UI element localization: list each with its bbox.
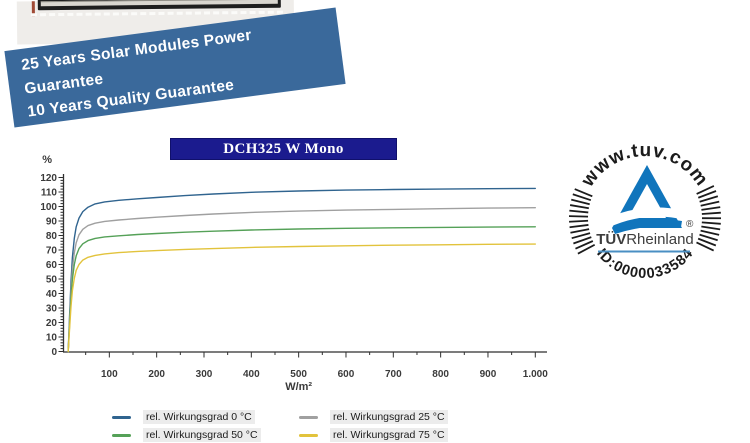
- legend-swatch: [112, 433, 131, 437]
- y-tick-label: 30: [46, 304, 58, 315]
- x-tick-label: 200: [148, 369, 165, 380]
- y-tick-label: 10: [46, 333, 58, 344]
- legend-label: rel. Wirkungsgrad 0 °C: [143, 410, 255, 424]
- chart-title: DCH325 W Mono: [170, 138, 397, 160]
- y-tick-label: 50: [46, 275, 58, 286]
- x-axis-label: W/m²: [285, 381, 312, 393]
- x-tick-label: 400: [243, 369, 260, 380]
- x-tick-label: 800: [432, 369, 449, 380]
- series-curve: [67, 207, 536, 353]
- legend-item: rel. Wirkungsgrad 50 °C: [112, 428, 299, 442]
- x-tick-label: 500: [290, 369, 307, 380]
- legend-label: rel. Wirkungsgrad 50 °C: [143, 428, 261, 442]
- y-tick-label: 0: [51, 347, 57, 358]
- series-curve: [67, 187, 536, 353]
- legend-label: rel. Wirkungsgrad 25 °C: [330, 410, 448, 424]
- y-tick-label: 90: [46, 217, 58, 228]
- y-axis-label: %: [42, 154, 52, 166]
- legend-swatch: [299, 415, 318, 419]
- legend-item: rel. Wirkungsgrad 0 °C: [112, 410, 299, 424]
- badge-brand-text: TÜVRheinland: [596, 231, 694, 248]
- x-tick-label: 100: [101, 369, 118, 380]
- y-tick-label: 80: [46, 231, 58, 242]
- legend-item: rel. Wirkungsgrad 25 °C: [299, 410, 486, 424]
- x-tick-label: 600: [338, 369, 355, 380]
- badge-hatch-marks: [569, 185, 722, 255]
- legend-label: rel. Wirkungsgrad 75 °C: [330, 428, 448, 442]
- y-tick-label: 110: [41, 188, 58, 199]
- y-tick-label: 120: [40, 173, 57, 184]
- legend-item: rel. Wirkungsgrad 75 °C: [299, 428, 486, 442]
- x-tick-label: 1.000: [523, 369, 548, 380]
- x-tick-label: 900: [480, 369, 497, 380]
- tuv-triangle-icon: [605, 165, 685, 234]
- y-tick-label: 60: [46, 260, 58, 271]
- legend-swatch: [299, 433, 318, 437]
- y-tick-label: 70: [46, 246, 58, 257]
- y-tick-label: 100: [40, 202, 57, 213]
- series-curve: [67, 243, 536, 353]
- y-tick-label: 20: [46, 318, 58, 329]
- chart-legend: rel. Wirkungsgrad 0 °C rel. Wirkungsgrad …: [112, 410, 486, 442]
- y-tick-label: 40: [46, 289, 58, 300]
- registered-trademark-icon: ®: [686, 219, 694, 230]
- tuv-rheinland-badge: www.tuv.com ID:0000033584 TÜVRheinland ®: [569, 140, 722, 282]
- series-curve: [67, 226, 536, 353]
- x-tick-label: 300: [196, 369, 213, 380]
- x-tick-label: 700: [385, 369, 402, 380]
- legend-swatch: [112, 415, 131, 419]
